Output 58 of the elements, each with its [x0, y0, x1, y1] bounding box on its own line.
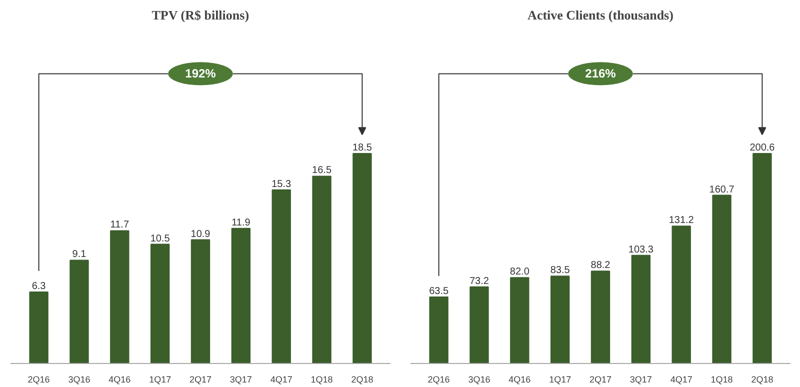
x-tick-label: 2Q17 [589, 374, 612, 384]
bar [631, 254, 651, 364]
chart-title: Active Clients (thousands) [528, 8, 674, 22]
bar [590, 270, 610, 364]
x-tick-label: 1Q18 [710, 374, 733, 384]
bar [110, 230, 130, 364]
bar [712, 194, 732, 364]
data-label: 16.5 [312, 165, 332, 176]
data-label: 200.6 [750, 142, 776, 154]
data-label: 11.7 [110, 220, 130, 231]
data-label: 103.3 [628, 244, 654, 256]
data-label: 10.5 [150, 233, 170, 244]
x-tick-label: 2Q16 [28, 374, 50, 384]
x-tick-label: 3Q17 [230, 374, 252, 384]
text: 216% [585, 66, 616, 81]
data-label: 131.2 [668, 215, 694, 226]
x-tick-label: 3Q16 [468, 374, 490, 384]
x-tick-label: 2Q18 [751, 374, 774, 384]
x-tick-label: 4Q17 [270, 374, 292, 384]
bar [231, 228, 251, 364]
bar [752, 153, 772, 364]
data-label: 15.3 [272, 178, 292, 190]
x-tick-label: 4Q16 [108, 374, 131, 384]
data-label: 88.2 [590, 260, 611, 272]
x-tick-label: 3Q16 [68, 374, 90, 384]
x-tick-label: 1Q17 [549, 374, 572, 384]
data-label: 18.5 [352, 142, 372, 154]
bar [272, 189, 291, 364]
bar [510, 277, 530, 364]
data-label: 6.3 [32, 280, 46, 292]
x-tick-label: 3Q17 [630, 374, 652, 384]
bar [29, 291, 48, 364]
data-label: 63.5 [429, 286, 449, 298]
x-tick-label: 2Q18 [351, 374, 374, 384]
x-tick-label: 2Q17 [189, 374, 212, 384]
x-tick-label: 4Q16 [508, 374, 531, 384]
chart-title: TPV (R$ billions) [152, 8, 250, 22]
bar [70, 260, 89, 364]
bar [429, 296, 448, 364]
bar [352, 153, 372, 364]
data-label: 82.0 [510, 266, 530, 278]
bar [150, 244, 170, 364]
text: 192% [185, 66, 216, 81]
x-tick-label: 2Q16 [428, 374, 450, 384]
data-label: 160.7 [709, 184, 735, 196]
data-label: 83.5 [550, 265, 570, 276]
x-tick-label: 1Q18 [310, 374, 333, 384]
data-label: 9.1 [72, 249, 87, 260]
x-tick-label: 1Q17 [149, 374, 172, 384]
bar [470, 286, 489, 364]
x-tick-label: 4Q17 [670, 374, 692, 384]
data-label: 73.2 [469, 276, 490, 287]
data-label: 11.9 [232, 217, 251, 228]
bar [550, 276, 570, 364]
data-label: 10.9 [190, 228, 211, 240]
bar [672, 226, 691, 364]
bar [312, 176, 332, 364]
bar [190, 239, 210, 364]
